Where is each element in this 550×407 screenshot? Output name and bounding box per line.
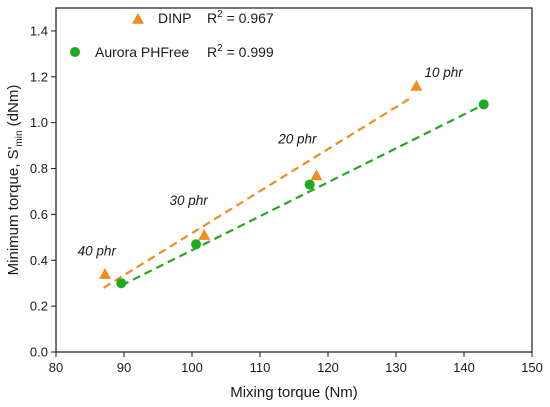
r2-value: = 0.967 — [223, 10, 274, 26]
data-point-circle — [191, 239, 202, 250]
legend-marker-circle — [70, 47, 80, 57]
y-axis-title: Minimum torque, S'min (dNm) — [5, 85, 25, 276]
y-axis-title-main: Minimum torque, S' — [5, 146, 22, 275]
plot-frame — [55, 7, 533, 353]
x-axis-title: Mixing torque (Nm) — [230, 384, 358, 401]
legend-marker-triangle — [132, 13, 144, 24]
annotations: 10 phr 20 phr 30 phr 40 phr — [78, 65, 464, 259]
r2-superscript: 2 — [217, 43, 223, 54]
data-point-triangle — [98, 268, 111, 279]
x-tick-label: 150 — [521, 360, 543, 375]
annotation-label: 20 phr — [277, 131, 317, 146]
r2-superscript: 2 — [217, 9, 223, 20]
y-tick-label: 1.2 — [30, 69, 48, 84]
x-axis-ticks: 80 90 100 110 120 130 140 150 — [49, 352, 543, 375]
data-point-triangle — [198, 229, 211, 240]
y-tick-label: 0.8 — [30, 161, 48, 176]
x-tick-label: 110 — [250, 360, 271, 375]
y-axis-title-sub: min — [14, 130, 25, 146]
fit-line-series-0 — [103, 96, 413, 289]
fit-line-series-1 — [120, 105, 481, 287]
y-tick-label: 0.2 — [30, 299, 48, 314]
data-point-triangle — [410, 79, 423, 91]
x-tick-label: 120 — [317, 360, 339, 375]
annotation-label: 40 phr — [78, 244, 117, 259]
y-tick-label: 1.4 — [30, 23, 48, 38]
data-point-circle — [478, 99, 489, 110]
x-tick-label: 80 — [49, 360, 63, 375]
data-point-triangle — [310, 169, 323, 181]
plot-frame-border — [55, 7, 533, 353]
y-tick-label: 0.6 — [30, 207, 48, 222]
y-axis-title-unit: (dNm) — [5, 85, 22, 131]
x-tick-label: 90 — [117, 360, 131, 375]
r2-value: = 0.999 — [223, 44, 274, 60]
data-point-circle — [304, 179, 315, 190]
y-axis-ticks: 0.0 0.2 0.4 0.6 0.8 1.0 1.2 1.4 — [30, 23, 56, 360]
r2-prefix: R — [207, 10, 217, 26]
y-tick-label: 0.4 — [30, 253, 48, 268]
x-tick-label: 100 — [181, 360, 203, 375]
fit-lines — [103, 96, 481, 289]
y-tick-label: 1.0 — [30, 115, 48, 130]
y-tick-label: 0.0 — [30, 345, 48, 360]
legend-series-name: DINP — [158, 10, 191, 26]
r2-prefix: R — [207, 44, 217, 60]
legend-series-name: Aurora PHFree — [95, 44, 189, 60]
data-point-circle — [116, 278, 127, 289]
legend-r2-label: R2 = 0.999 — [207, 43, 274, 60]
legend-r2-label: R2 = 0.967 — [207, 9, 274, 26]
data-markers — [98, 79, 489, 289]
annotation-label: 30 phr — [169, 193, 208, 208]
x-tick-label: 130 — [385, 360, 407, 375]
annotation-label: 10 phr — [424, 65, 463, 80]
x-tick-label: 140 — [453, 360, 475, 375]
